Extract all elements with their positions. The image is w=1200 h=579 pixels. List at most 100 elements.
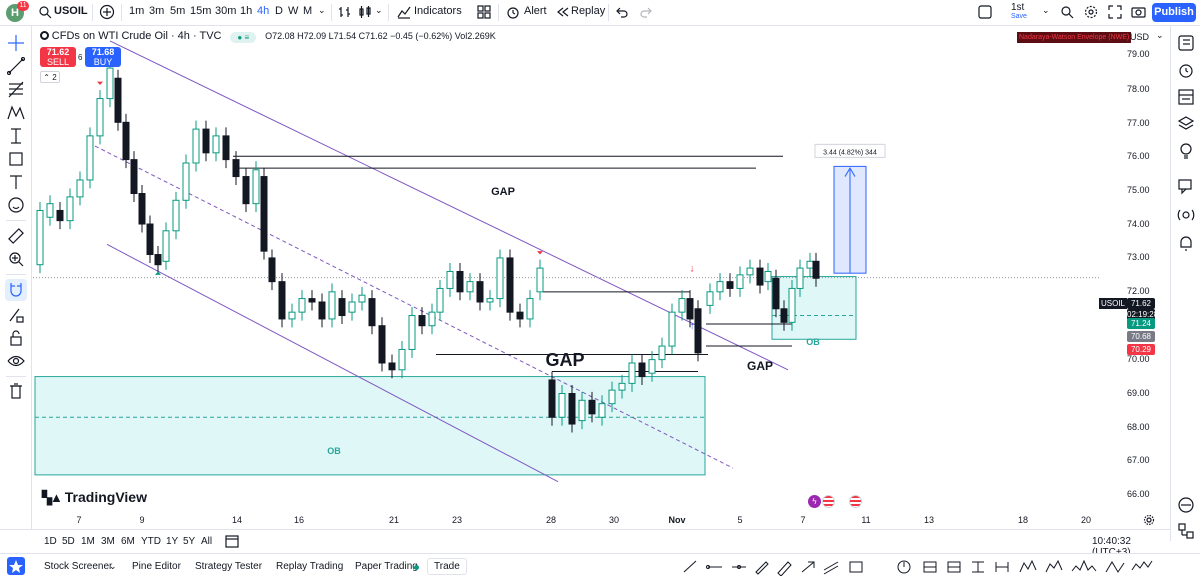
date-tick: 21 xyxy=(388,515,400,525)
indicator-label[interactable]: Nadaraya-Watson Envelope (NWE) xyxy=(1017,32,1132,43)
ideas-bulb-icon[interactable] xyxy=(1177,142,1195,160)
interval-W[interactable]: W xyxy=(288,5,299,17)
interval-3m[interactable]: 3m xyxy=(149,5,165,17)
quick-search-icon[interactable] xyxy=(1060,5,1074,19)
watchlist-icon[interactable] xyxy=(1177,34,1195,52)
interval-4h[interactable]: 4h xyxy=(257,5,270,17)
chevron-down-icon[interactable]: ⌄ xyxy=(109,561,117,571)
axis-settings-gear-icon[interactable] xyxy=(1143,514,1155,526)
date-tick: 28 xyxy=(545,515,557,525)
range-1Y[interactable]: 1Y xyxy=(166,536,179,547)
interval-M[interactable]: M xyxy=(303,5,313,17)
range-YTD[interactable]: YTD xyxy=(141,536,161,547)
crosshair-icon[interactable] xyxy=(7,34,25,52)
layers-icon[interactable] xyxy=(1177,115,1195,133)
event-flag-us-icon-2[interactable] xyxy=(849,495,862,508)
alert-button[interactable]: Alert xyxy=(524,5,547,17)
range-5Y[interactable]: 5Y xyxy=(183,536,196,547)
prediction-icon[interactable] xyxy=(7,127,25,145)
tab-strategy-tester[interactable]: Strategy Tester xyxy=(195,561,263,572)
trash-icon[interactable] xyxy=(7,382,25,400)
alarm-clock-icon[interactable] xyxy=(506,5,520,19)
bar-chart-type-icon[interactable] xyxy=(338,5,352,19)
fib-retracement-icon[interactable] xyxy=(7,81,25,99)
range-6M[interactable]: 6M xyxy=(121,536,135,547)
replay-button[interactable]: Replay xyxy=(571,5,606,17)
object-tree-icon[interactable] xyxy=(1177,522,1195,540)
alerts-clock-icon[interactable] xyxy=(1177,61,1195,79)
event-flag-us-icon[interactable] xyxy=(822,495,835,508)
stay-in-drawing-icon[interactable] xyxy=(7,306,25,324)
eye-icon[interactable] xyxy=(7,352,25,370)
magnet-icon[interactable] xyxy=(7,281,25,299)
range-All[interactable]: All xyxy=(201,536,213,547)
emoji-icon[interactable] xyxy=(7,196,25,214)
buy-button[interactable]: 71.68 BUY xyxy=(85,47,121,67)
settings-gear-icon[interactable] xyxy=(1084,5,1098,19)
shapes-icon[interactable] xyxy=(7,150,25,168)
text-icon[interactable] xyxy=(7,173,25,191)
indicators-button[interactable]: Indicators xyxy=(414,5,462,17)
community-icon[interactable] xyxy=(6,556,26,576)
fullscreen-square-icon[interactable] xyxy=(978,5,992,19)
interval-30m[interactable]: 30m xyxy=(215,5,237,17)
range-1M[interactable]: 1M xyxy=(81,536,95,547)
trend-line-icon[interactable] xyxy=(7,57,25,75)
indicators-icon[interactable] xyxy=(397,5,411,19)
tab-pine-editor[interactable]: Pine Editor xyxy=(132,561,181,572)
notifications-bell-icon[interactable] xyxy=(1177,234,1195,252)
zoom-in-icon[interactable] xyxy=(7,250,25,268)
symbol-search[interactable]: USOIL xyxy=(54,5,88,17)
replay-icon[interactable] xyxy=(556,5,570,19)
tab-replay-trading[interactable]: Replay Trading xyxy=(276,561,344,572)
candle-body xyxy=(548,379,556,418)
layout-grid-icon[interactable] xyxy=(477,5,491,19)
camera-icon[interactable] xyxy=(1131,5,1146,19)
price-chart[interactable]: 3.44 (4.82%) 344 ↓ ↑ GAP GAP GAP OB OB xyxy=(33,27,1170,529)
chevron-down-icon[interactable]: ⌄ xyxy=(375,5,383,15)
interval-5m[interactable]: 5m xyxy=(170,5,186,17)
currency-label[interactable]: USD xyxy=(1130,32,1150,42)
collapse-count: 2 xyxy=(52,73,57,82)
candle-body xyxy=(202,128,210,154)
collapse-indicators[interactable]: ⌃ 2 xyxy=(40,71,60,83)
tab-paper-trading[interactable]: Paper Trading xyxy=(355,561,418,572)
undo-icon[interactable] xyxy=(615,5,629,19)
layout-save[interactable]: Save xyxy=(1011,13,1027,20)
lock-icon[interactable] xyxy=(7,329,25,347)
candle-chart-type-icon[interactable] xyxy=(358,5,372,19)
chevron-down-icon[interactable]: ⌄ xyxy=(1042,5,1050,15)
range-1D[interactable]: 1D xyxy=(44,536,57,547)
range-bar: 1D 5D 1M 3M 6M YTD 1Y 5Y All 10:40:32 (U… xyxy=(0,529,1170,558)
currency-chevron-icon[interactable]: ⌄ xyxy=(1156,30,1164,40)
range-3M[interactable]: 3M xyxy=(101,536,115,547)
calendar-range-icon[interactable] xyxy=(225,534,239,548)
event-icon-lightning[interactable]: ϟ xyxy=(808,495,821,508)
pattern-icon[interactable] xyxy=(7,104,25,122)
range-5D[interactable]: 5D xyxy=(62,536,75,547)
add-symbol-icon[interactable] xyxy=(99,4,115,20)
tab-trade[interactable]: Trade xyxy=(427,558,467,575)
streams-icon[interactable] xyxy=(1177,206,1195,224)
data-window-icon[interactable] xyxy=(1177,88,1195,106)
chevron-down-icon[interactable]: ⌄ xyxy=(318,5,326,15)
candle-body xyxy=(130,159,138,195)
buy-signal-marker xyxy=(155,271,161,275)
layout-name[interactable]: 1st xyxy=(1011,2,1025,13)
clock-timezone[interactable]: 10:40:32 (UTC+3) xyxy=(1092,536,1131,558)
sell-button[interactable]: 71.62 SELL xyxy=(40,47,76,67)
tab-stock-screener[interactable]: Stock Screener xyxy=(44,561,113,572)
interval-1m[interactable]: 1m xyxy=(129,5,145,17)
fullscreen-icon[interactable] xyxy=(1108,5,1122,19)
interval-D[interactable]: D xyxy=(275,5,283,17)
interval-1h[interactable]: 1h xyxy=(240,5,253,17)
legend-title[interactable]: CFDs on WTI Crude Oil · 4h · TVC xyxy=(51,30,222,42)
redo-icon[interactable] xyxy=(639,5,653,19)
interval-15m[interactable]: 15m xyxy=(190,5,212,17)
ruler-icon[interactable] xyxy=(7,227,25,245)
chat-icon[interactable] xyxy=(1177,178,1195,196)
drawing-tools-favorites[interactable] xyxy=(680,558,1160,576)
dom-icon[interactable] xyxy=(1177,496,1195,514)
publish-button[interactable]: Publish xyxy=(1152,3,1196,22)
search-icon[interactable] xyxy=(38,5,52,19)
